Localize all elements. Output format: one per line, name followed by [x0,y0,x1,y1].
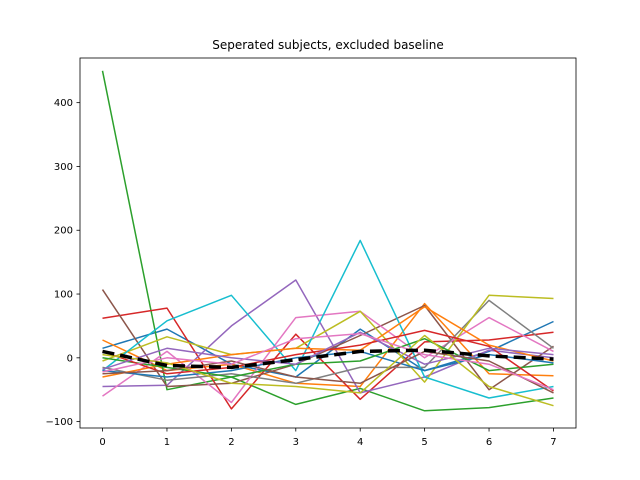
x-tick-label: 6 [486,437,492,448]
series-line-15 [102,331,554,371]
plot-frame [79,57,577,429]
series-line-8 [102,299,554,385]
series-lines [101,70,554,412]
x-tick-label: 3 [293,437,299,448]
x-tick-label: 5 [421,437,427,448]
x-tick-label: 1 [164,437,170,448]
series-line-7 [102,310,554,404]
series-line-9 [102,294,554,383]
mean-line-group [102,348,554,370]
series-line-14 [102,329,554,392]
y-tick-label: 300 [54,162,73,173]
y-tick-label: 0 [67,353,73,364]
y-tick-label: 100 [54,290,73,301]
y-tick-label: −100 [46,417,73,428]
x-axis: 0 1 2 3 4 5 6 7 [99,428,557,448]
series-line-16 [102,350,554,394]
x-tick-label: 4 [357,437,363,448]
x-tick-label: 2 [228,437,234,448]
y-axis: −100 0 100 200 300 400 [46,98,80,428]
mean-dashed-line [102,348,554,370]
series-line-17 [102,332,554,391]
y-tick-label: 200 [54,226,73,237]
chart-title: Seperated subjects, excluded baseline [212,38,443,52]
series-line-3 [101,70,554,412]
y-tick-label: 400 [54,98,73,109]
series-line-4 [102,307,554,410]
series-line-10 [102,239,554,399]
x-tick-label: 7 [550,437,556,448]
x-tick-label: 0 [99,437,105,448]
